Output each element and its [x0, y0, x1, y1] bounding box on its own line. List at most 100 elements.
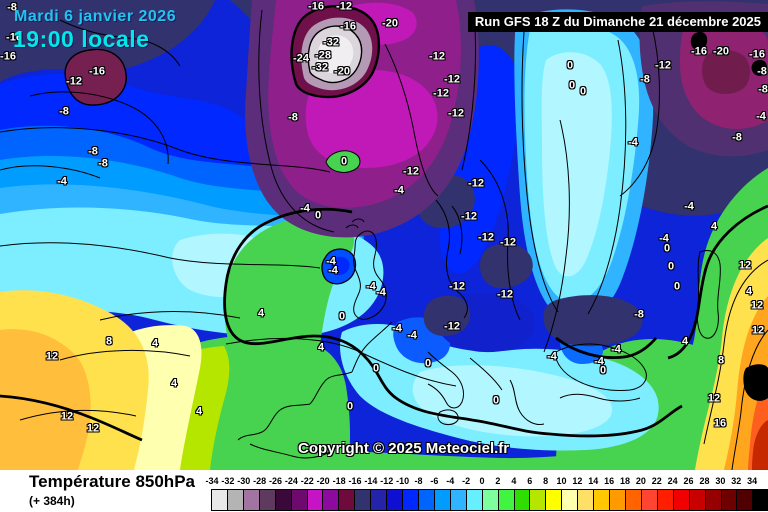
map-temp-label: -4 [547, 350, 557, 363]
colorbar-tick: 22 [651, 476, 662, 486]
region-hot-spot [743, 364, 768, 401]
map-temp-label: 4 [681, 335, 689, 348]
colorbar-cell [514, 490, 531, 510]
colorbar-tick: -6 [430, 476, 439, 486]
colorbar-cell [610, 490, 626, 510]
map-temp-label: -8 [98, 157, 108, 170]
map-temp-label: 12 [750, 299, 764, 312]
map-time: 19:00 locale [13, 26, 150, 52]
map-temp-label: 0 [673, 280, 681, 293]
map-temp-label: 0 [424, 357, 432, 370]
map-temp-label: -4 [756, 110, 766, 123]
map-temp-label: -16 [691, 45, 707, 58]
colorbar-cell [291, 490, 308, 510]
map-temp-label: -12 [449, 280, 465, 293]
map-temp-label: 0 [372, 362, 380, 375]
colorbar-cell [403, 490, 419, 510]
colorbar-tick: 10 [556, 476, 567, 486]
map-temp-label: 0 [314, 209, 322, 222]
map-temp-label: -4 [392, 322, 402, 335]
colorbar-tick: 2 [495, 476, 501, 486]
colorbar-cell [243, 490, 260, 510]
map-temp-label: -8 [59, 105, 69, 118]
map-isotherms-thin [0, 9, 768, 470]
colorbar-cell [546, 490, 563, 510]
colorbar-tick: 6 [527, 476, 533, 486]
colorbar-cell [562, 490, 579, 510]
colorbar-tick: 18 [620, 476, 631, 486]
map-temp-label: -12 [655, 59, 671, 72]
map-temp-label: -12 [403, 165, 419, 178]
colorbar-cell [418, 490, 435, 510]
colorbar-cell [737, 490, 754, 510]
map-temp-label: -4 [300, 202, 310, 215]
colorbar-cell [689, 490, 706, 510]
colorbar-cell [227, 490, 244, 510]
map-temp-label: -24 [293, 52, 309, 65]
colorbar [211, 489, 768, 511]
map-temp-label: 4 [195, 405, 203, 418]
colorbar-ticks: -34 -32 -30 -28 -26 -24 -22 -20 -18 -16 -14 -12 -10-… [205, 476, 768, 488]
map-temp-label: 0 [579, 85, 587, 98]
map-temp-label: -12 [66, 75, 82, 88]
map-temp-label: -16 [0, 50, 16, 63]
map-temp-label: 0 [667, 260, 675, 273]
legend-forecast-hour: (+ 384h) [29, 494, 75, 508]
region-dark-topleft [0, 0, 215, 82]
colorbar-tick: -4 [446, 476, 455, 486]
colorbar-cell [673, 490, 690, 510]
colorbar-tick: -24 [284, 476, 298, 486]
map-labels: -8 -16 -16 -16 -12 -8 -8 -8 -4 -16 -12 -20 -16 -32 -28… [0, 0, 768, 435]
map-temp-label: 12 [86, 422, 100, 435]
map-temp-label: -12 [461, 210, 477, 223]
map-temp-label: 8 [105, 335, 113, 348]
region-topleft-cold-blob [64, 48, 127, 106]
colorbar-tick: 30 [715, 476, 726, 486]
map-temp-label: 0 [568, 79, 576, 92]
map-temp-label: 4 [151, 337, 159, 350]
colorbar-tick: -8 [414, 476, 423, 486]
colorbar-cell [307, 490, 324, 510]
colorbar-tick: 0 [479, 476, 485, 486]
colorbar-cell [371, 490, 388, 510]
colorbar-cell [578, 490, 595, 510]
colorbar-cell [530, 490, 547, 510]
map-temp-label: 12 [60, 410, 74, 423]
colorbar-cell [753, 490, 768, 510]
colorbar-cell [275, 490, 292, 510]
region-iceland [325, 150, 361, 173]
temperature-map: -8 -16 -16 -16 -12 -8 -8 -8 -4 -16 -12 -20 -16 -32 -28… [0, 0, 768, 470]
map-temp-label: 4 [317, 341, 325, 354]
colorbar-tick: -22 [300, 476, 314, 486]
map-temp-label: -4 [366, 280, 376, 293]
map-temp-label: -8 [758, 83, 768, 96]
map-temp-label: -8 [640, 73, 650, 86]
map-temp-label: -8 [7, 1, 17, 14]
colorbar-cell [323, 490, 340, 510]
colorbar-tick: -32 [221, 476, 235, 486]
map-temp-label: 0 [566, 59, 574, 72]
map-temp-label: -4 [611, 343, 621, 356]
colorbar-tick: -16 [348, 476, 362, 486]
zero-line-southwest [0, 394, 143, 442]
map-coastlines [59, 19, 721, 459]
colorbar-tick: 4 [511, 476, 517, 486]
map-temp-label: -12 [448, 107, 464, 120]
colorbar-tick: -14 [364, 476, 378, 486]
zero-line-main [223, 207, 683, 438]
map-temp-label: -4 [407, 329, 417, 342]
map-temp-label: -4 [326, 255, 336, 268]
colorbar-tick: 14 [588, 476, 599, 486]
map-temp-label: -12 [468, 177, 484, 190]
zero-line-east [667, 204, 768, 360]
map-temp-label: -16 [6, 31, 22, 44]
map-temp-label: 0 [338, 310, 346, 323]
run-info-banner: Run GFS 18 Z du Dimanche 21 décembre 202… [467, 12, 768, 32]
map-temp-label: 12 [45, 350, 59, 363]
colorbar-tick: -26 [269, 476, 283, 486]
map-temp-label: 8 [717, 354, 725, 367]
colorbar-cell [450, 490, 467, 510]
map-temp-label: -8 [732, 131, 742, 144]
map-temp-label: -16 [308, 0, 324, 13]
